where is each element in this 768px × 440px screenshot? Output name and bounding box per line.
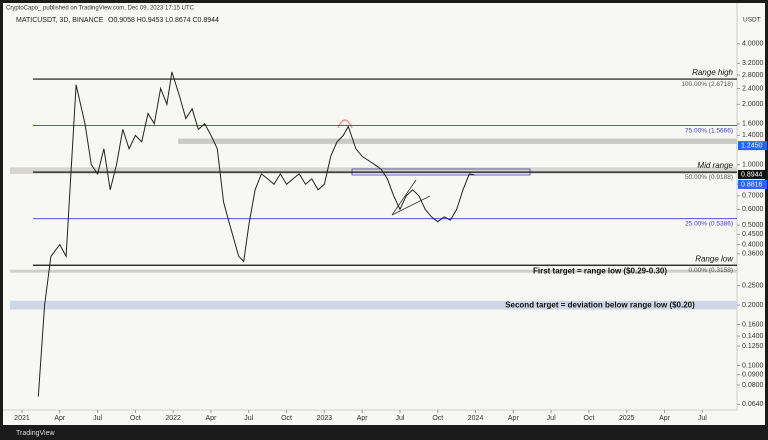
- x-tick-label: Jul: [93, 415, 102, 422]
- x-tick-label: 2025: [619, 415, 635, 422]
- x-tick-label: Oct: [130, 415, 141, 422]
- x-tick-label: Jul: [547, 415, 556, 422]
- zone-label: Second target = deviation below range lo…: [505, 300, 695, 309]
- level-label: 75.00% (1.5666): [685, 127, 733, 134]
- price-tag-label: 0.8944: [741, 171, 763, 178]
- x-tick-label: Oct: [281, 415, 292, 422]
- plot-background: [3, 3, 765, 425]
- x-tick-label: Jul: [395, 415, 404, 422]
- y-tick-label: 0.6000: [742, 206, 764, 213]
- x-tick-label: Oct: [584, 415, 595, 422]
- level-label: 100.00% (2.6718): [681, 81, 733, 88]
- y-tick-label: 0.0640: [742, 401, 764, 408]
- y-tick-label: 2.8000: [742, 72, 764, 79]
- level-label: 0.00% (0.3158): [689, 267, 733, 274]
- y-tick-label: 1.0000: [742, 162, 764, 169]
- x-tick-label: 2022: [165, 415, 181, 422]
- price-tag-label: 1.2450: [741, 142, 763, 149]
- y-tick-label: 3.2000: [742, 60, 764, 67]
- y-tick-label: 0.0900: [742, 371, 764, 378]
- y-tick-label: 0.1250: [742, 343, 764, 350]
- y-tick-label: 0.1400: [742, 333, 764, 340]
- level-name: Mid range: [697, 161, 733, 170]
- y-tick-label: 0.5000: [742, 222, 764, 229]
- price-line: [37, 71, 475, 397]
- y-tick-label: 2.4000: [742, 85, 764, 92]
- symbol: MATICUSDT, 3D, BINANCE: [16, 17, 104, 24]
- level-label: 25.00% (0.5386): [685, 220, 733, 227]
- y-tick-label: 1.4000: [742, 132, 764, 139]
- level-label: 50.00% (0.9188): [685, 174, 733, 181]
- zone: [10, 269, 737, 273]
- y-tick-label: 0.2500: [742, 282, 764, 289]
- y-tick-label: 4.0000: [742, 41, 764, 48]
- zone: [178, 138, 737, 144]
- y-tick-label: 1.6000: [742, 121, 764, 128]
- y-tick-label: 0.1600: [742, 321, 764, 328]
- x-tick-label: Jul: [698, 415, 707, 422]
- price-tag-label: 0.8816: [741, 181, 763, 188]
- level-name: Range low: [695, 254, 734, 263]
- y-tick-label: 2.0000: [742, 101, 764, 108]
- x-tick-label: Oct: [432, 415, 443, 422]
- y-tick-label: 0.2000: [742, 302, 764, 309]
- level-name: Range high: [692, 68, 733, 77]
- x-tick-label: Apr: [357, 415, 369, 422]
- zone: [10, 167, 737, 174]
- y-tick-label: 0.3600: [742, 251, 764, 258]
- axis-unit: USDT: [743, 17, 761, 24]
- ohlc: O0.9058 H0.9453 L0.8674 C0.8944: [108, 17, 219, 24]
- header: CryptoCapo_ published on TradingView.com…: [6, 6, 195, 12]
- x-tick-label: 2021: [14, 415, 30, 422]
- x-tick-label: Apr: [508, 415, 520, 422]
- y-tick-label: 0.4500: [742, 231, 764, 238]
- y-tick-label: 0.7000: [742, 193, 764, 200]
- x-tick-label: 2024: [468, 415, 484, 422]
- trend-line: [391, 179, 431, 216]
- x-tick-label: Jul: [244, 415, 253, 422]
- price-tag: [738, 141, 767, 151]
- x-tick-label: Apr: [206, 415, 218, 422]
- y-tick-label: 0.0800: [742, 382, 764, 389]
- x-tick-label: Apr: [659, 415, 671, 422]
- zone-label: First target = range low ($0.29-0.30): [533, 266, 667, 275]
- y-tick-label: 0.4000: [742, 241, 764, 248]
- x-tick-label: Apr: [54, 415, 66, 422]
- zone: [10, 300, 737, 310]
- footer: TradingView: [16, 430, 55, 437]
- y-tick-label: 0.1000: [742, 362, 764, 369]
- price-tag: [738, 179, 767, 189]
- price-tag: [738, 169, 767, 179]
- x-tick-label: 2023: [317, 415, 333, 422]
